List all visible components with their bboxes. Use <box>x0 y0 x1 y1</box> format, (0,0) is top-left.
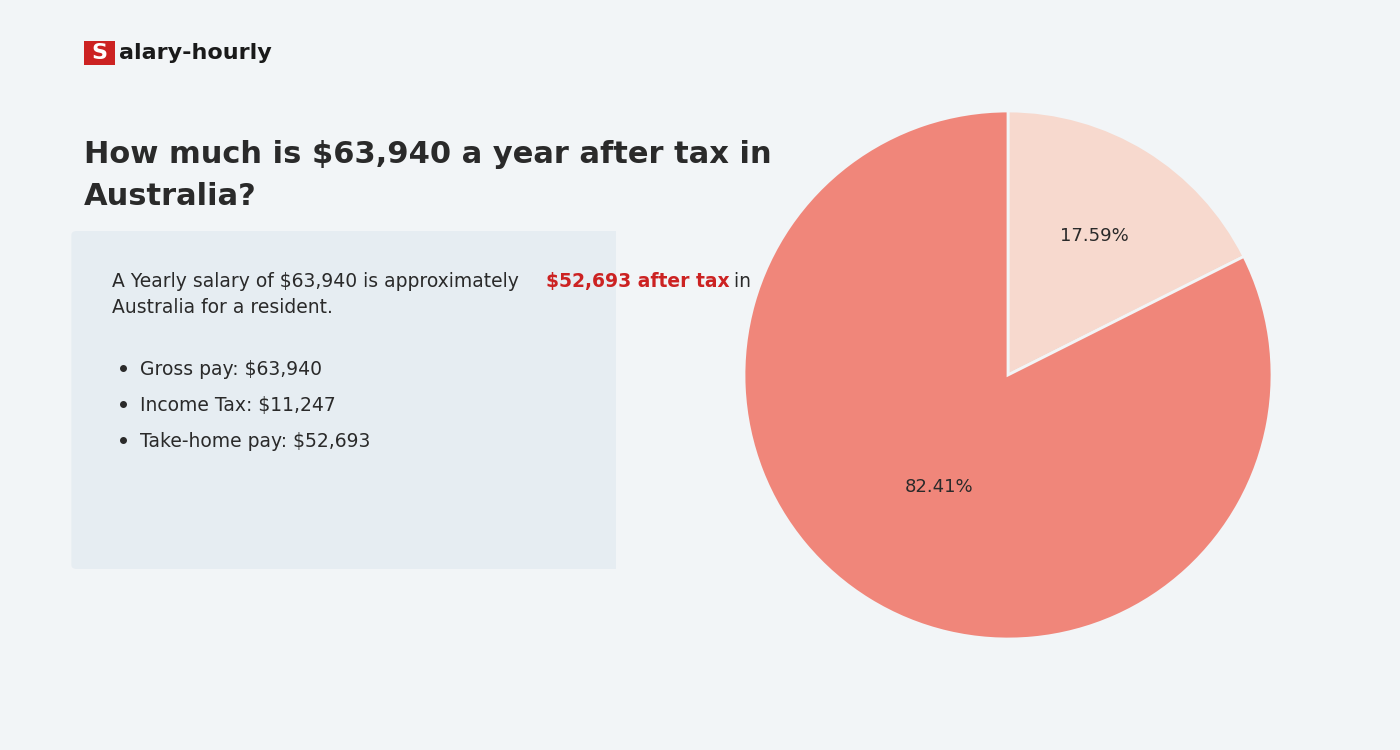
Text: Australia for a resident.: Australia for a resident. <box>112 298 333 317</box>
Wedge shape <box>743 111 1273 639</box>
Text: 82.41%: 82.41% <box>904 478 973 496</box>
Wedge shape <box>1008 111 1243 375</box>
Text: $52,693 after tax: $52,693 after tax <box>546 272 729 291</box>
Text: Take-home pay: $52,693: Take-home pay: $52,693 <box>140 432 371 451</box>
Text: S: S <box>91 43 108 63</box>
Text: How much is $63,940 a year after tax in: How much is $63,940 a year after tax in <box>84 140 771 169</box>
Text: Australia?: Australia? <box>84 182 256 211</box>
Text: alary-hourly: alary-hourly <box>119 43 272 63</box>
FancyBboxPatch shape <box>84 41 115 65</box>
Text: A Yearly salary of $63,940 is approximately: A Yearly salary of $63,940 is approximat… <box>112 272 525 291</box>
Text: 17.59%: 17.59% <box>1060 226 1128 244</box>
FancyBboxPatch shape <box>71 231 839 569</box>
Text: Gross pay: $63,940: Gross pay: $63,940 <box>140 360 322 379</box>
Text: in: in <box>728 272 750 291</box>
Text: Income Tax: $11,247: Income Tax: $11,247 <box>140 396 336 415</box>
